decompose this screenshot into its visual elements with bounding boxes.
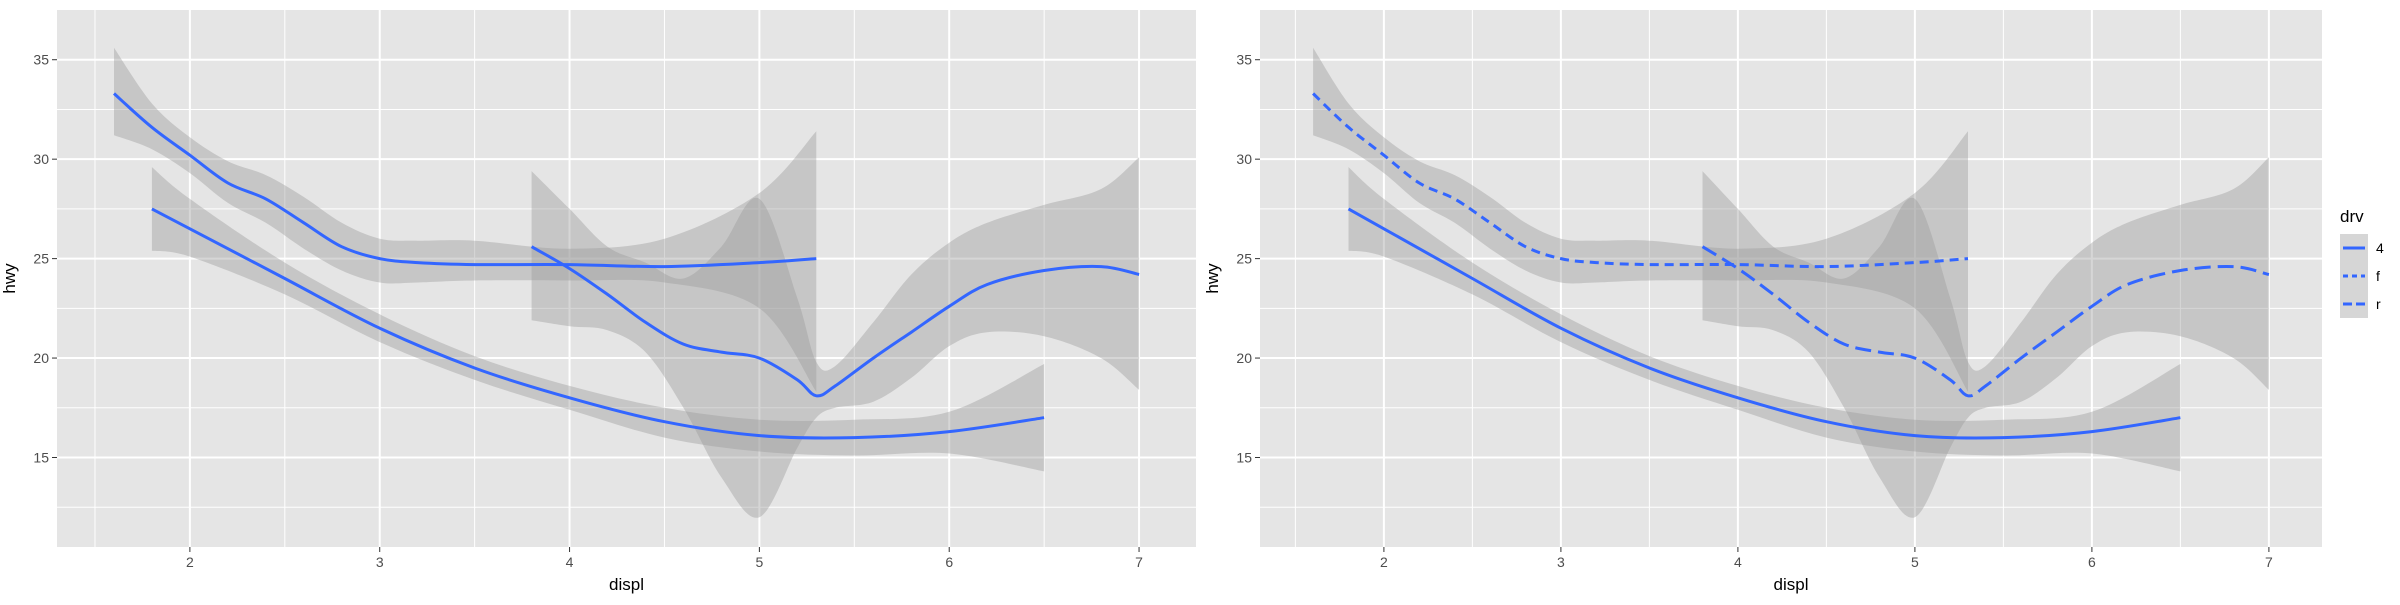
x-tick-label: 3 — [1557, 554, 1565, 570]
x-tick-label: 3 — [376, 554, 384, 570]
smooth-line-r — [1701, 245, 2270, 398]
smooth-line-1 — [151, 207, 1045, 440]
x-tick-label: 7 — [2265, 554, 2273, 570]
y-tick-label: 15 — [33, 450, 49, 466]
x-tick-label: 5 — [1911, 554, 1919, 570]
y-tick-label: 30 — [1236, 151, 1252, 167]
smooth-line-0 — [112, 92, 817, 269]
x-tick-label: 6 — [945, 554, 953, 570]
confidence-ribbon-r — [1702, 157, 2269, 518]
smooth-line-4 — [1347, 207, 2181, 440]
legend-label-r: r — [2376, 296, 2381, 312]
smooth-line-2 — [530, 245, 1140, 398]
confidence-ribbon-4 — [1348, 167, 2181, 472]
y-tick-label: 30 — [33, 151, 49, 167]
y-tick-label: 15 — [1236, 450, 1252, 466]
x-axis-title: displ — [1774, 575, 1809, 594]
y-axis-title: hwy — [1203, 263, 1222, 294]
y-tick-label: 35 — [1236, 52, 1252, 68]
y-tick-label: 25 — [33, 251, 49, 267]
x-tick-label: 5 — [755, 554, 763, 570]
confidence-ribbon-1 — [151, 167, 1045, 472]
x-tick-label: 7 — [1135, 554, 1143, 570]
legend-label-4: 4 — [2376, 240, 2384, 256]
panel-left: 2 3 4 5 6 7 15 20 25 30 35 displ hwy — [0, 10, 1196, 594]
confidence-ribbon-2 — [531, 157, 1140, 518]
y-tick-label: 20 — [33, 350, 49, 366]
x-tick-label: 2 — [186, 554, 194, 570]
y-axis-title: hwy — [0, 263, 19, 294]
legend-label-f: f — [2376, 268, 2380, 284]
y-tick-label: 25 — [1236, 251, 1252, 267]
legend: drv 4 fr — [2340, 207, 2384, 318]
y-tick-label: 20 — [1236, 350, 1252, 366]
x-tick-label: 4 — [566, 554, 574, 570]
x-tick-label: 4 — [1734, 554, 1742, 570]
y-tick-label: 35 — [33, 52, 49, 68]
x-tick-label: 2 — [1380, 554, 1388, 570]
x-tick-label: 6 — [2088, 554, 2096, 570]
legend-title: drv — [2340, 207, 2364, 226]
x-axis-title: displ — [609, 575, 644, 594]
panel-right: 2 3 4 5 6 7 15 20 25 30 35 displ hwy drv 4 fr — [1203, 10, 2384, 594]
